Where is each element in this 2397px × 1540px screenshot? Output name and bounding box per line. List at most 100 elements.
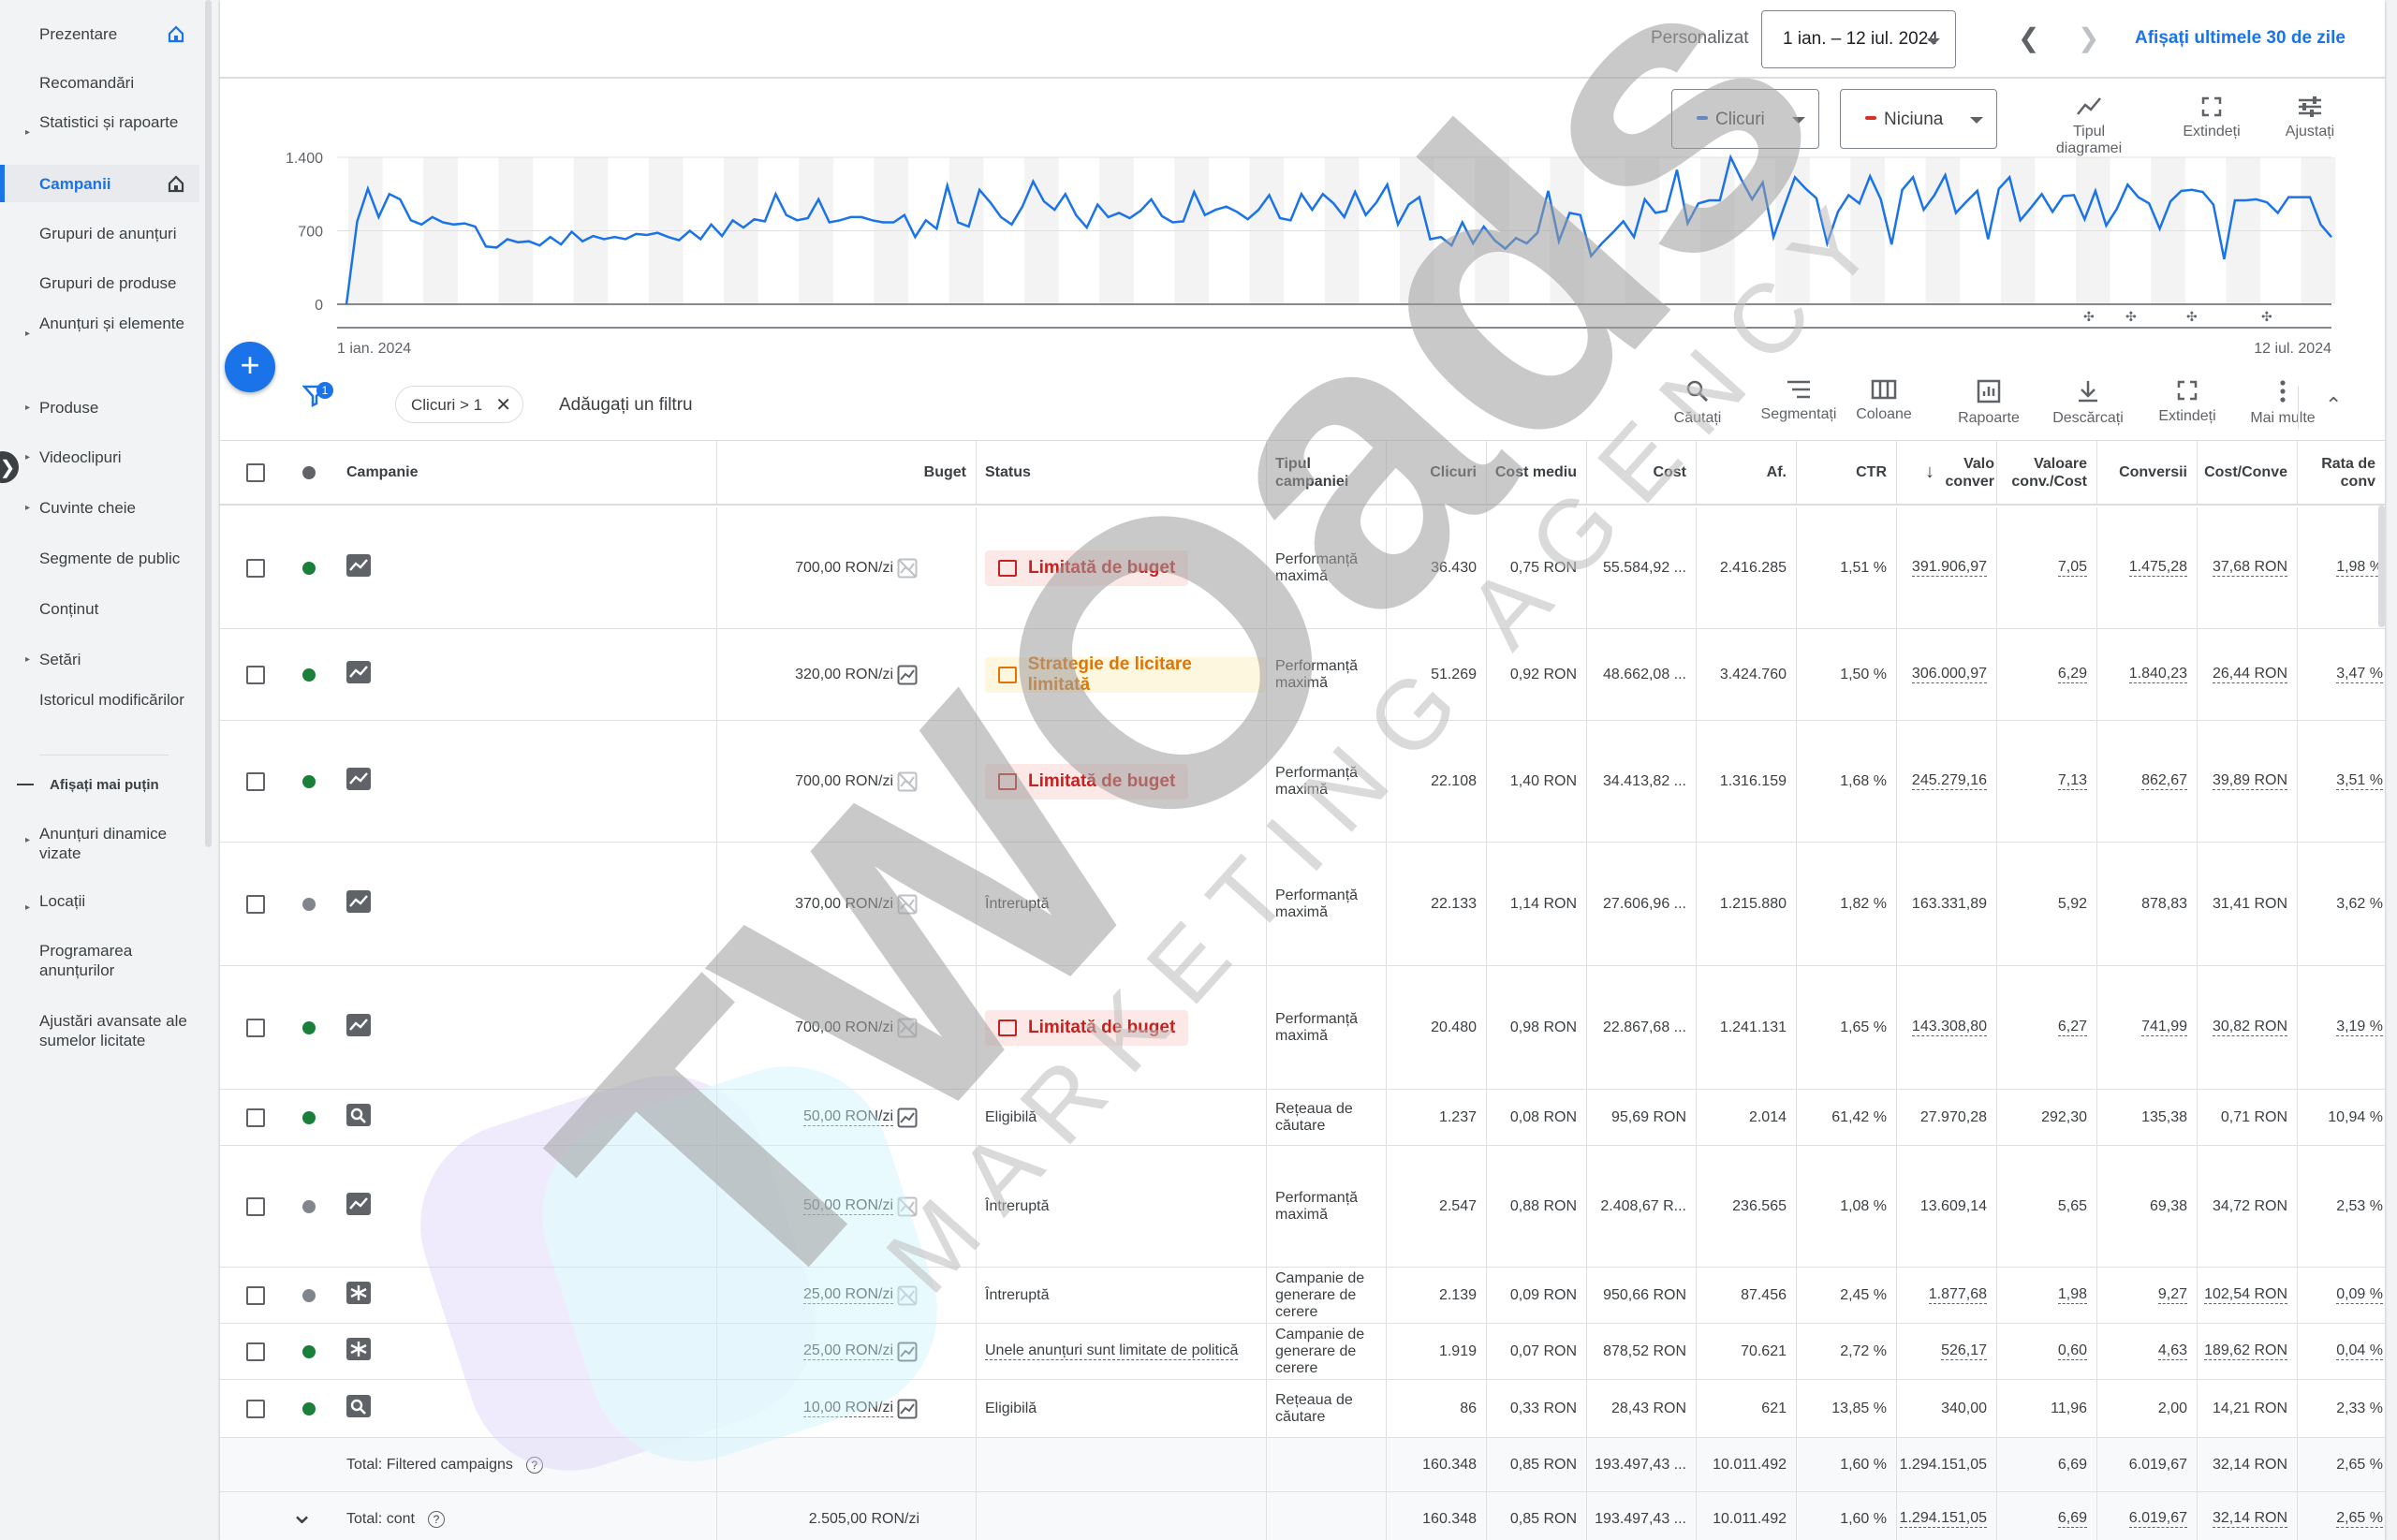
chart-type-button[interactable]: Tipul diagramei [2042,95,2136,161]
budget-value[interactable]: 700,00 RON/zi [795,559,893,576]
series-line-clicuri[interactable] [345,154,2332,305]
table-row[interactable]: 370,00 RON/zi Întreruptă Performanță maxim… [220,843,2385,966]
status-chip[interactable]: Limitată de buget [985,550,1189,586]
reports-button[interactable]: Rapoarte [1942,379,2036,427]
budget-cell[interactable]: 50,00 RON/zi [716,1090,976,1145]
column-header-cpc[interactable]: Cost mediu [1486,441,1586,504]
row-checkbox[interactable] [246,771,265,791]
campaign-name-cell[interactable] [342,507,716,628]
row-checkbox[interactable] [246,1018,265,1037]
table-row[interactable]: 25,00 RON/zi Unele anunțuri sunt limitate… [220,1324,2385,1380]
sidebar-extra-item-0[interactable]: ▸ Anunțuri dinamice vizate [0,824,199,865]
adjust-chart-button[interactable]: Ajustați [2263,95,2357,140]
filter-chip[interactable]: Clicuri > 1 ✕ [395,386,523,423]
budget-chart-icon[interactable] [897,1107,918,1128]
enabled-status-dot[interactable] [302,1020,316,1034]
status-text[interactable]: Unele anunțuri sunt limitate de politică [985,1342,1239,1360]
more-button[interactable]: Mai multe [2236,379,2330,427]
columns-button[interactable]: Coloane [1837,379,1931,423]
chevron-left-icon[interactable]: ❮ [2018,23,2040,52]
budget-chart-off-icon[interactable] [897,558,918,579]
sidebar-extra-item-1[interactable]: ▸ Locații [0,891,199,932]
budget-cell[interactable]: 25,00 RON/zi [716,1268,976,1323]
sidebar-item-2[interactable]: ▸ Statistici și rapoarte [0,108,199,156]
column-header-conv_rate[interactable]: Rata de conv [2297,441,2385,504]
budget-chart-off-icon[interactable] [897,1018,918,1038]
table-row[interactable]: 700,00 RON/zi Limitată de buget Performanț… [220,721,2385,843]
status-chip[interactable]: Limitată de buget [985,1009,1189,1046]
budget-cell[interactable]: 370,00 RON/zi [716,843,976,965]
budget-cell[interactable]: 10,00 RON/zi [716,1380,976,1437]
sidebar-item-10[interactable]: Segmente de public [0,539,199,577]
budget-cell[interactable]: 700,00 RON/zi [716,507,976,628]
enabled-status-dot[interactable] [302,667,316,682]
sidebar-item-7[interactable]: ▸ Produse [0,389,199,426]
column-header-clicks[interactable]: Clicuri [1386,441,1486,504]
campaign-name-cell[interactable] [342,1324,716,1379]
add-campaign-button[interactable]: + [225,342,275,392]
row-checkbox[interactable] [246,665,265,684]
budget-chart-off-icon[interactable] [897,771,918,792]
table-row[interactable]: 10,00 RON/zi Eligibilă Rețeaua de căutare 8… [220,1380,2385,1438]
annotation-marker-icon[interactable]: ✣ [2125,310,2137,325]
budget-value[interactable]: 25,00 RON/zi [802,1342,893,1360]
segment-button[interactable]: Segmentați [1752,379,1846,423]
budget-cell[interactable]: 700,00 RON/zi [716,966,976,1089]
chevron-down-icon[interactable]: ⌄ [290,1499,315,1530]
column-header-cost_conv[interactable]: Cost/Conve [2197,441,2297,504]
enabled-status-dot[interactable] [302,1344,316,1358]
row-checkbox[interactable] [246,1107,265,1127]
budget-cell[interactable]: 25,00 RON/zi [716,1324,976,1379]
sidebar-item-9[interactable]: ▸ Cuvinte cheie [0,489,199,526]
help-icon[interactable]: ? [427,1510,445,1528]
row-checkbox[interactable] [246,1196,265,1216]
budget-value[interactable]: 700,00 RON/zi [795,1019,893,1035]
enabled-status-dot[interactable] [302,774,316,788]
table-row[interactable]: 50,00 RON/zi Eligibilă Rețeaua de căutare 1… [220,1090,2385,1146]
column-header-cost[interactable]: Cost [1586,441,1696,504]
column-header-campaign[interactable]: Campanie [342,441,716,504]
sidebar-item-11[interactable]: Conținut [0,590,199,627]
campaign-name-cell[interactable] [342,721,716,842]
download-button[interactable]: Descărcați [2041,379,2135,427]
column-header-impr[interactable]: Af. [1696,441,1796,504]
table-row[interactable]: 700,00 RON/zi Limitată de buget Performanț… [220,507,2385,629]
sidebar-item-12[interactable]: ▸ Setări [0,640,199,678]
budget-cell[interactable]: 700,00 RON/zi [716,721,976,842]
sidebar-extra-item-3[interactable]: Ajustări avansate ale sumelor licitate [0,1011,199,1052]
sidebar-item-8[interactable]: ▸ Videoclipuri [0,438,199,476]
sidebar-item-1[interactable]: Recomandări [0,64,199,101]
help-icon[interactable]: ? [525,1456,543,1474]
chevron-up-icon[interactable]: ⌃ [2325,393,2343,417]
show-last-30-days-link[interactable]: Afișați ultimele 30 de zile [2135,28,2346,48]
enabled-status-dot[interactable] [302,561,316,575]
row-checkbox[interactable] [246,894,265,914]
search-button[interactable]: Căutați [1651,379,1744,427]
date-range-select[interactable]: 1 ian. – 12 iul. 2024 [1761,10,1956,68]
budget-value[interactable]: 25,00 RON/zi [802,1286,893,1304]
annotation-marker-icon[interactable]: ✣ [2083,310,2095,325]
column-header-ctr[interactable]: CTR [1796,441,1896,504]
show-less-toggle[interactable]: Afișați mai puțin [0,773,199,796]
enabled-status-dot[interactable] [302,1401,316,1415]
status-chip[interactable]: Limitată de buget [985,763,1189,799]
sidebar-toggle-chevron-icon[interactable]: ❯ [0,451,19,483]
budget-chart-off-icon[interactable] [897,1196,918,1217]
chevron-right-icon[interactable]: ❯ [2078,23,2100,52]
campaign-name-cell[interactable] [342,1268,716,1323]
sidebar-item-3[interactable]: Campanii [0,165,199,202]
paused-status-dot[interactable] [302,897,316,911]
campaign-name-cell[interactable] [342,1090,716,1145]
close-icon[interactable]: ✕ [495,395,511,416]
metric-1-select[interactable]: Clicuri [1671,89,1819,149]
budget-chart-icon[interactable] [897,1399,918,1419]
budget-chart-icon[interactable] [897,1342,918,1362]
paused-status-dot[interactable] [302,1199,316,1213]
sidebar-scrollbar[interactable] [205,0,212,847]
budget-cell[interactable]: 50,00 RON/zi [716,1146,976,1267]
expand-chart-button[interactable]: Extindeți [2165,95,2258,140]
table-row[interactable]: 25,00 RON/zi Întreruptă Campanie de genera… [220,1268,2385,1324]
budget-value[interactable]: 50,00 RON/zi [802,1108,893,1126]
row-checkbox[interactable] [246,558,265,578]
annotation-marker-icon[interactable]: ✣ [2186,310,2198,325]
